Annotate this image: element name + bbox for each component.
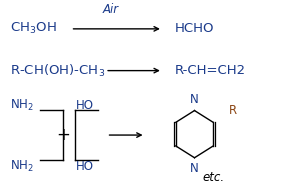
Text: etc.: etc. (202, 171, 224, 184)
Text: HO: HO (76, 99, 94, 112)
Text: +: + (56, 126, 70, 144)
Text: CH$_3$OH: CH$_3$OH (10, 21, 57, 36)
Text: N: N (190, 162, 199, 175)
Text: N: N (190, 93, 199, 106)
Text: R-CH(OH)-CH$_3$: R-CH(OH)-CH$_3$ (10, 63, 105, 79)
Text: HO: HO (76, 160, 94, 173)
Text: HCHO: HCHO (174, 22, 214, 35)
Text: R: R (229, 104, 237, 117)
Text: Air: Air (103, 3, 119, 16)
Text: R-CH=CH2: R-CH=CH2 (174, 64, 245, 77)
Text: NH$_2$: NH$_2$ (10, 97, 34, 113)
Text: NH$_2$: NH$_2$ (10, 159, 34, 174)
